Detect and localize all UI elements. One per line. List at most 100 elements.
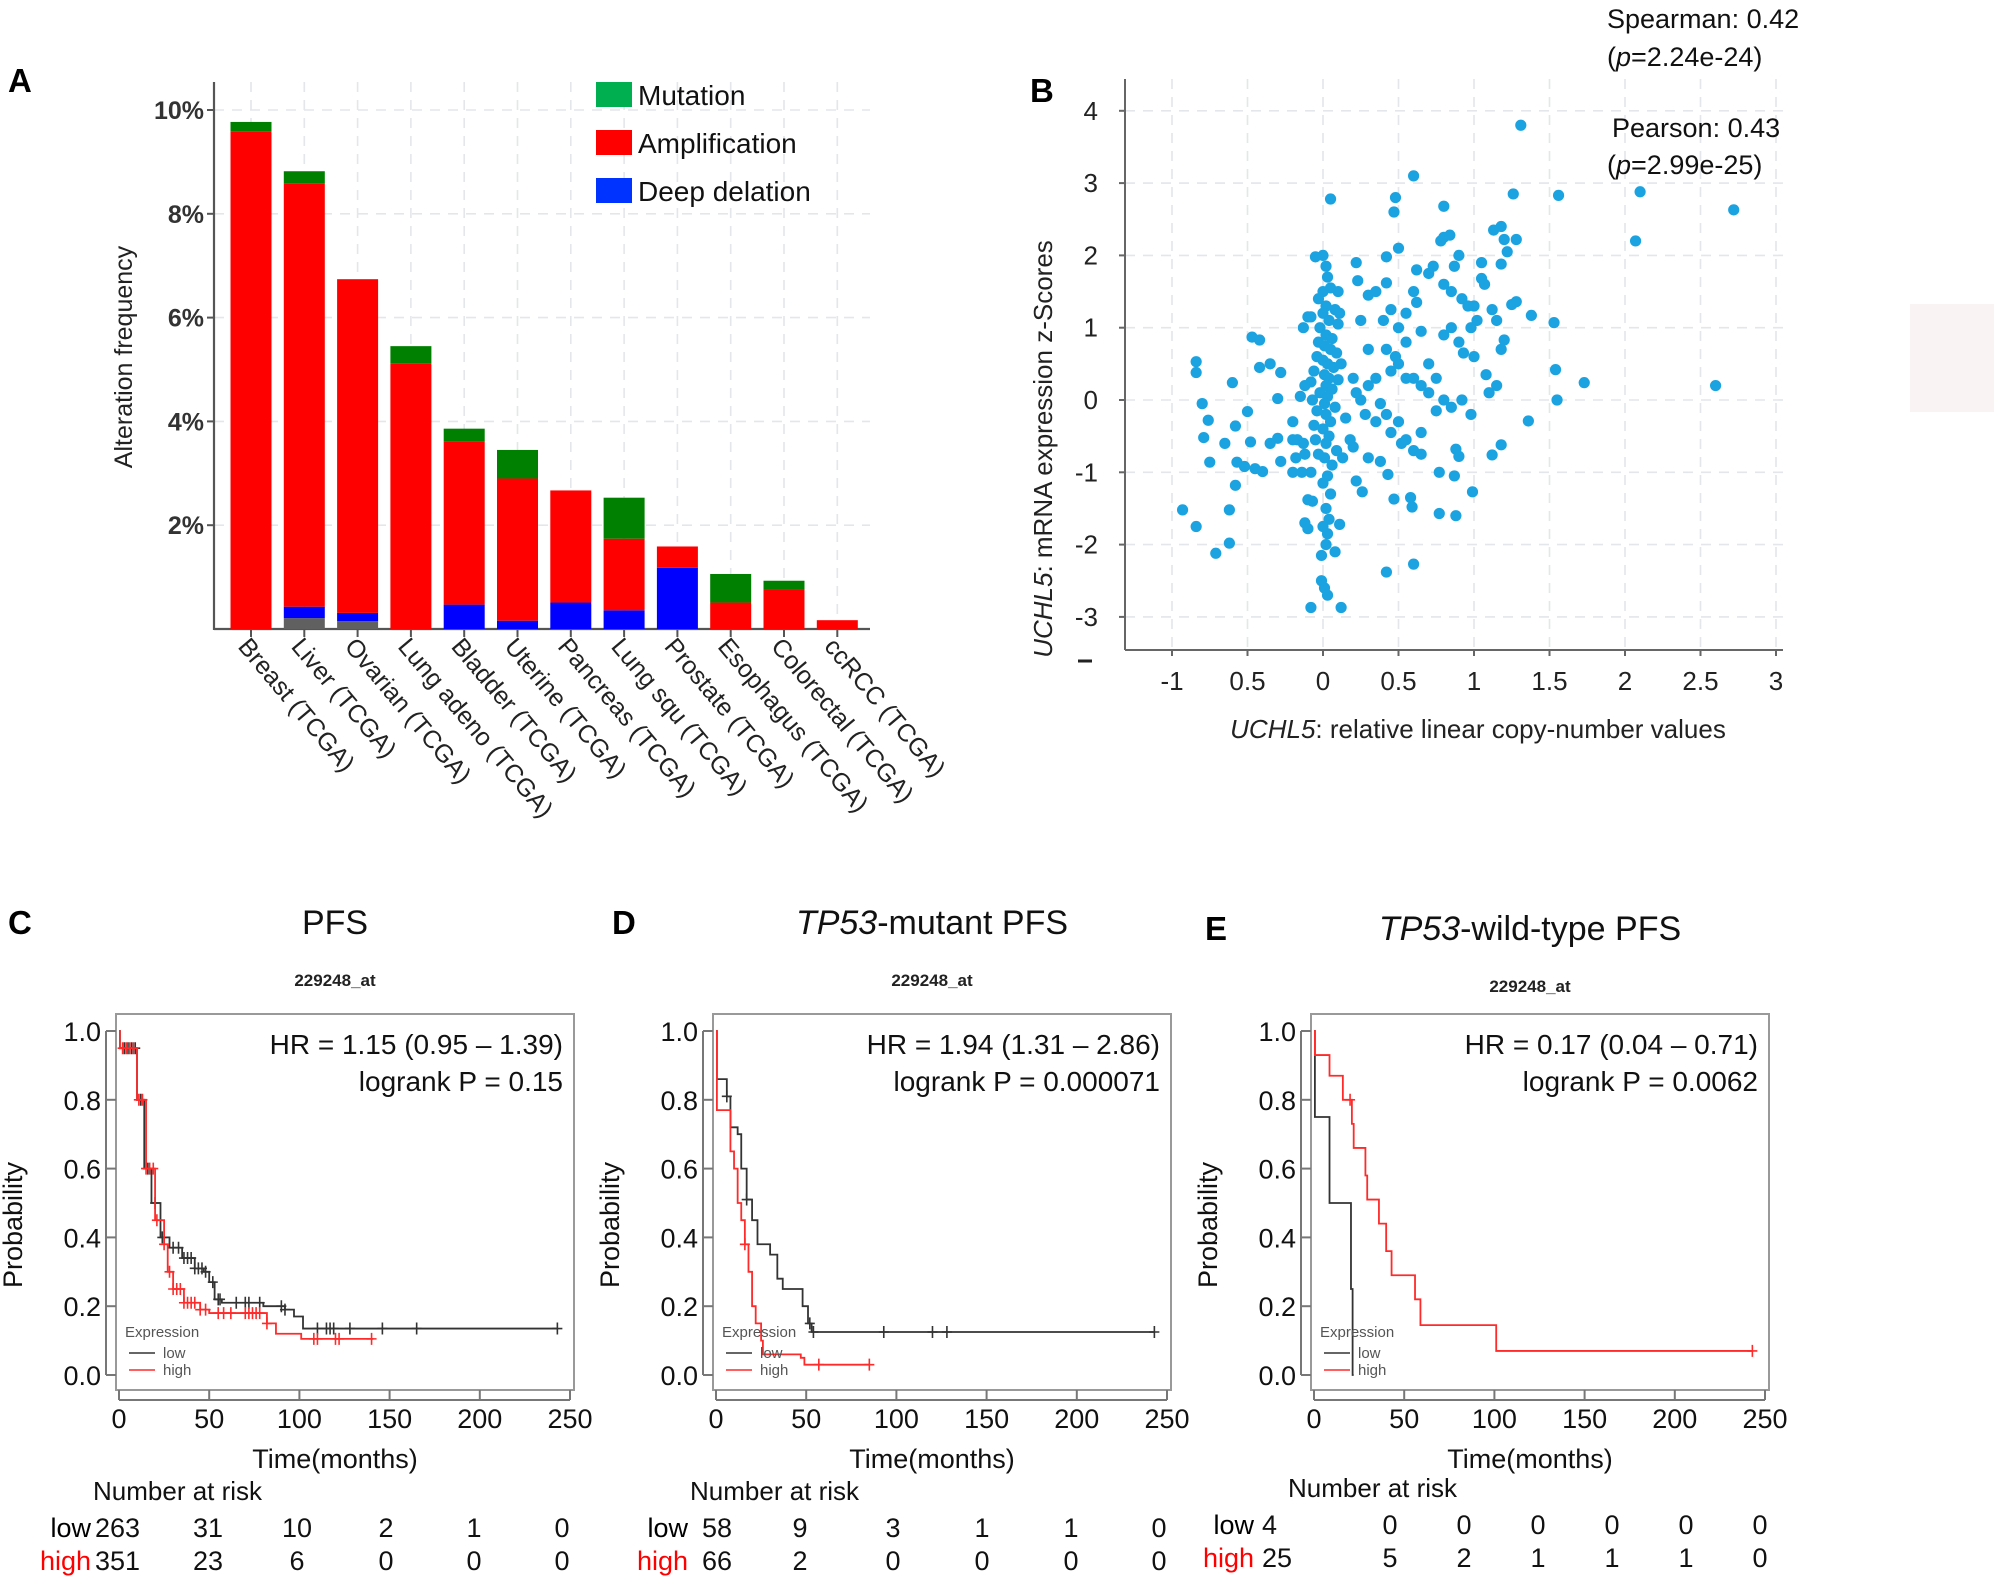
data-point — [1275, 455, 1287, 468]
data-point — [1380, 408, 1393, 421]
x-axis-label: Time(months) — [252, 1444, 418, 1474]
data-point — [1299, 448, 1311, 460]
censor-mark — [864, 1358, 875, 1371]
data-point — [1204, 456, 1216, 468]
data-point — [1324, 416, 1337, 428]
x-tick-label: 0 — [111, 1404, 126, 1434]
data-point — [1444, 229, 1456, 241]
data-point — [1385, 426, 1397, 439]
risk-count: 4 — [1262, 1510, 1277, 1540]
bar-segment-mutation — [390, 346, 432, 364]
data-point — [1229, 420, 1242, 432]
paren: ( — [1607, 150, 1616, 180]
data-point — [1392, 322, 1405, 334]
x-tick-label: 50 — [1389, 1404, 1419, 1434]
y-tick-label: 1.0 — [63, 1017, 101, 1047]
logrank-p: logrank P = 0.000071 — [894, 1066, 1160, 1097]
x-tick-label: 0.5 — [1229, 666, 1265, 696]
scatter-points — [1176, 119, 1740, 614]
x-tick-label: 100 — [1472, 1404, 1517, 1434]
censor-mark — [157, 1231, 168, 1244]
y-tick-label: 0.6 — [63, 1155, 101, 1185]
censor-mark — [411, 1322, 422, 1335]
x-tick-label: 200 — [1652, 1404, 1697, 1434]
data-point — [1302, 523, 1314, 535]
y-tick-label: 0.2 — [1258, 1292, 1296, 1322]
data-point — [1272, 432, 1284, 444]
y-tick-label: 1.0 — [660, 1017, 698, 1047]
y-tick-label: 0.8 — [63, 1086, 101, 1116]
data-point — [1370, 416, 1382, 428]
x-tick-label: 1.5 — [1531, 666, 1567, 696]
censor-mark — [164, 1265, 175, 1278]
title-part: PFS — [302, 904, 368, 942]
title-part: TP53 — [796, 904, 877, 942]
risk-count: 0 — [1382, 1510, 1397, 1540]
data-point — [1190, 520, 1202, 533]
y-tick-label: -1 — [1075, 457, 1098, 487]
data-point — [1374, 455, 1386, 468]
panel-label: C — [8, 904, 32, 941]
data-point — [1332, 285, 1344, 298]
data-point — [1337, 452, 1349, 464]
data-point — [1468, 351, 1480, 363]
logrank-p: logrank P = 0.15 — [359, 1066, 563, 1097]
x-axis-label-gene: UCHL5 — [1230, 714, 1316, 744]
panel-label: D — [612, 904, 636, 941]
risk-count: 0 — [554, 1513, 569, 1543]
data-point — [1344, 434, 1356, 446]
data-point — [1241, 405, 1254, 418]
risk-table-title: Number at risk — [93, 1476, 263, 1506]
data-point — [1332, 318, 1344, 330]
risk-count: 1 — [1530, 1543, 1545, 1573]
x-tick-label: 250 — [547, 1404, 592, 1434]
legend-label: low — [163, 1345, 186, 1362]
p-value: =2.99e-25) — [1631, 150, 1762, 180]
bar-segment-amplification — [550, 490, 592, 603]
data-point — [1411, 264, 1423, 276]
bar-segment-deep-delation — [337, 612, 379, 622]
data-point — [1498, 233, 1510, 246]
x-tick-label: -1 — [1160, 666, 1183, 696]
censor-mark — [739, 1238, 750, 1251]
y-tick-label: 10% — [154, 97, 204, 125]
censor-mark — [279, 1303, 290, 1316]
censor-mark — [151, 1214, 162, 1227]
y-tick-label: 0.4 — [660, 1223, 698, 1253]
y-tick-label: 0.0 — [63, 1361, 101, 1391]
data-point — [1433, 466, 1445, 478]
risk-count: 23 — [193, 1546, 223, 1576]
data-point — [1275, 366, 1287, 379]
data-point — [1223, 537, 1235, 549]
x-tick-label: 150 — [367, 1404, 412, 1434]
bar-segment-amplification — [816, 620, 858, 629]
risk-count: 0 — [1752, 1543, 1767, 1573]
data-point — [1299, 379, 1311, 392]
risk-count: 0 — [1604, 1510, 1619, 1540]
risk-count: 10 — [282, 1513, 312, 1543]
data-point — [1226, 377, 1238, 389]
data-point — [1423, 387, 1435, 399]
x-tick-label: 50 — [791, 1404, 821, 1434]
data-point — [1433, 507, 1445, 520]
censor-mark — [200, 1265, 211, 1278]
data-point — [1495, 343, 1507, 355]
data-point — [1629, 235, 1642, 247]
censor-mark — [189, 1296, 200, 1309]
data-point — [1362, 379, 1374, 392]
data-point — [1287, 416, 1299, 428]
data-point — [1498, 334, 1510, 346]
y-tick-label: 0.4 — [63, 1223, 101, 1253]
data-point — [1480, 369, 1492, 381]
censor-mark — [741, 1193, 752, 1206]
hazard-ratio: HR = 1.15 (0.95 – 1.39) — [270, 1029, 563, 1060]
data-point — [1323, 314, 1335, 327]
data-point — [1408, 285, 1420, 298]
data-point — [1326, 332, 1338, 345]
data-point — [1309, 434, 1322, 446]
data-point — [1329, 401, 1341, 413]
censor-mark — [878, 1326, 889, 1338]
censor-mark — [137, 1093, 148, 1106]
